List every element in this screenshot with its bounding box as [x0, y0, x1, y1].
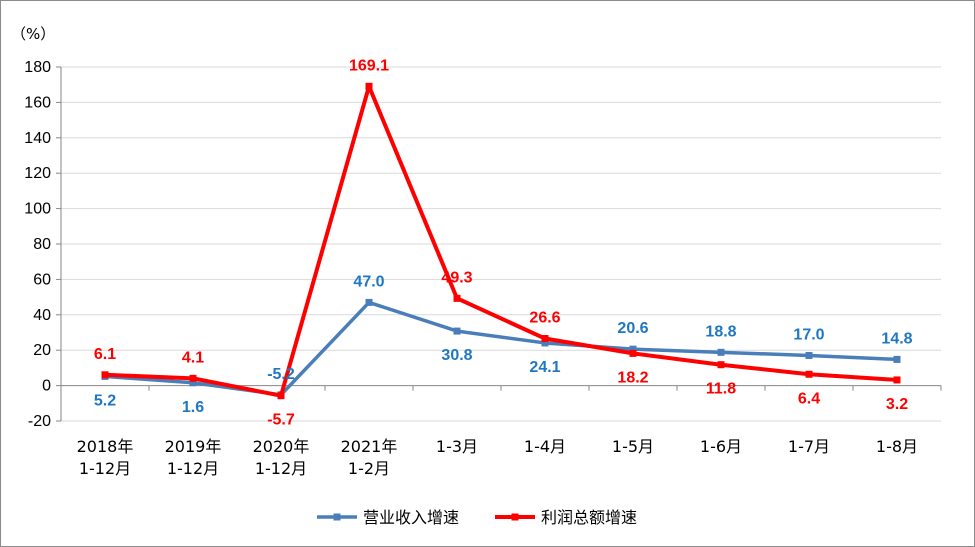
x-tick-labels: 2018年 1-12月 2019年 1-12月 2020年 1-12月 2021年 1-2月 1… [77, 437, 918, 478]
data-point-marker [717, 361, 725, 369]
data-label: 49.3 [441, 269, 472, 286]
x-tick-label: 2021年 1-2月 [341, 437, 398, 478]
data-point-marker [629, 345, 637, 353]
x-tick-label: 1-7月 [788, 437, 830, 456]
data-label: 169.1 [349, 57, 389, 74]
data-label: 4.1 [182, 349, 204, 366]
data-label: -5.2 [267, 366, 295, 383]
y-tick-label: -20 [28, 413, 51, 430]
y-tick-label: 180 [24, 59, 51, 76]
x-tick-label: 1-5月 [612, 437, 654, 456]
legend-swatch-marker [333, 513, 341, 521]
data-point-marker [629, 349, 637, 357]
series [101, 82, 901, 400]
y-tick-label: 80 [33, 236, 51, 253]
x-tick-label: 1-6月 [700, 437, 742, 456]
data-label: 26.6 [529, 310, 560, 327]
x-tick-label: 1-3月 [436, 437, 478, 456]
data-label: 17.0 [793, 327, 824, 344]
x-tick-label: 1-4月 [524, 437, 566, 456]
data-label: 20.6 [617, 320, 648, 337]
data-point-marker [365, 298, 373, 306]
y-tick-label: 120 [24, 165, 51, 182]
data-point-marker [893, 355, 901, 363]
data-label: 14.8 [881, 330, 912, 347]
data-point-marker [277, 392, 285, 400]
x-tick-label: 2020年 1-12月 [253, 437, 310, 478]
data-label: 18.2 [617, 369, 648, 386]
y-tick-label: 40 [33, 307, 51, 324]
data-point-marker [541, 339, 549, 347]
y-tick-label: 60 [33, 271, 51, 288]
y-tick-label: 140 [24, 130, 51, 147]
data-point-marker [453, 294, 461, 302]
data-point-marker [189, 379, 197, 387]
data-label: -5.7 [267, 412, 295, 429]
data-point-marker [717, 348, 725, 356]
data-label: 6.4 [798, 390, 820, 407]
data-point-marker [805, 370, 813, 378]
legend-swatch-marker [511, 513, 519, 521]
gridlines [61, 66, 941, 422]
x-tick-label: 2019年 1-12月 [165, 437, 222, 478]
data-point-marker [805, 352, 813, 360]
data-label: 24.1 [529, 359, 560, 376]
data-point-marker [101, 371, 109, 379]
x-tick-label: 1-8月 [876, 437, 918, 456]
data-label: 6.1 [94, 346, 116, 363]
data-label: 30.8 [441, 347, 472, 364]
data-label: 3.2 [886, 396, 908, 413]
data-point-marker [189, 374, 197, 382]
data-point-marker [541, 335, 549, 343]
data-label: 18.8 [705, 323, 736, 340]
legend-entry-label: 利润总额增速 [541, 508, 637, 527]
y-tick-label: 160 [24, 94, 51, 111]
y-axis-unit-label: （%） [11, 25, 55, 43]
y-tick-label: 20 [33, 342, 51, 359]
data-label: 1.6 [182, 399, 204, 416]
data-labels: 5.2 1.6 -5.2 47.0 30.8 24.1 20.6 18.8 17.0 14.8 6.… [94, 57, 913, 428]
legend-entry-label: 营业收入增速 [363, 508, 459, 527]
data-label: 11.8 [706, 381, 736, 398]
x-tick-label: 2018年 1-12月 [77, 437, 134, 478]
y-tick-labels: -20 0 20 40 60 80 100 120 140 160 180 [24, 59, 51, 430]
y-tick-label: 100 [24, 201, 51, 218]
series-line-2 [104, 84, 898, 398]
data-point-marker [893, 376, 901, 384]
legend: 营业收入增速 利润总额增速 [317, 508, 637, 527]
data-label: 5.2 [94, 392, 116, 409]
y-tick-label: 0 [42, 378, 51, 395]
data-point-marker [365, 82, 373, 90]
data-point-marker [453, 327, 461, 335]
data-label: 47.0 [353, 273, 384, 290]
